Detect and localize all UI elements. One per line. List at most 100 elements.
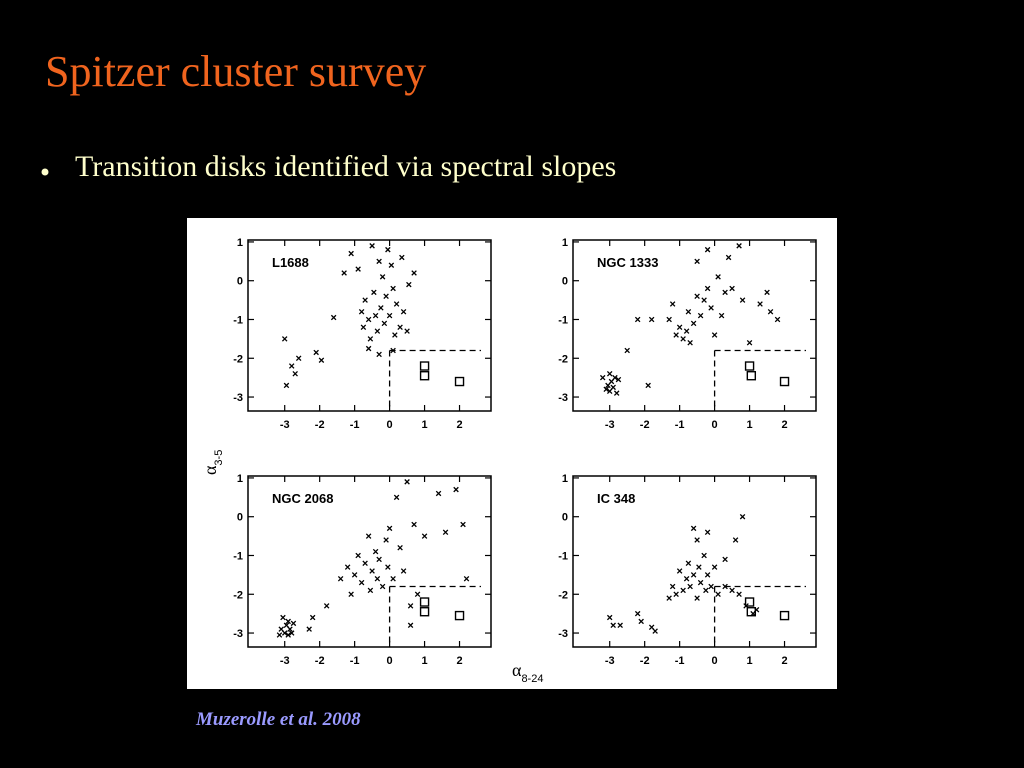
source-marker bbox=[281, 336, 288, 342]
source-marker bbox=[388, 262, 395, 268]
y-tick-label: -1 bbox=[233, 314, 243, 326]
source-marker bbox=[390, 575, 396, 582]
source-marker bbox=[371, 289, 377, 296]
source-marker bbox=[711, 564, 718, 570]
x-tick-label: -2 bbox=[315, 419, 325, 431]
transition-disk-marker bbox=[454, 610, 465, 621]
source-marker bbox=[367, 587, 374, 594]
panel-title: IC 348 bbox=[597, 491, 635, 506]
x-tick-label: 1 bbox=[422, 419, 428, 431]
source-marker bbox=[680, 587, 686, 594]
source-marker bbox=[683, 328, 690, 334]
source-marker bbox=[634, 610, 641, 617]
source-marker bbox=[285, 632, 291, 638]
source-marker bbox=[690, 320, 697, 327]
source-marker bbox=[323, 603, 330, 609]
source-marker bbox=[676, 324, 683, 331]
x-tick-label: 2 bbox=[456, 419, 462, 431]
source-marker bbox=[694, 258, 700, 265]
y-tick-label: -1 bbox=[233, 550, 243, 562]
source-marker bbox=[736, 591, 742, 598]
source-marker bbox=[666, 316, 672, 323]
source-marker bbox=[673, 591, 679, 598]
source-marker bbox=[757, 301, 763, 307]
source-marker bbox=[617, 622, 623, 629]
y-axis-label: α3-5 bbox=[200, 450, 225, 475]
source-marker bbox=[392, 332, 398, 338]
y-tick-label: -3 bbox=[558, 392, 568, 404]
y-tick-label: 0 bbox=[562, 512, 568, 524]
source-marker bbox=[369, 568, 375, 574]
plot-frame bbox=[572, 239, 817, 412]
source-marker bbox=[624, 347, 630, 354]
y-tick-label: 0 bbox=[237, 512, 243, 524]
y-tick-label: 1 bbox=[237, 473, 243, 485]
y-tick-label: 0 bbox=[562, 276, 568, 288]
source-marker bbox=[344, 564, 351, 570]
source-marker bbox=[341, 270, 347, 276]
source-marker bbox=[610, 622, 616, 629]
source-marker bbox=[360, 324, 367, 331]
x-tick-label: -1 bbox=[350, 419, 360, 431]
source-marker bbox=[385, 246, 391, 253]
x-tick-label: 2 bbox=[781, 655, 787, 667]
source-marker bbox=[435, 490, 442, 497]
source-marker bbox=[390, 347, 396, 354]
source-marker bbox=[358, 308, 365, 315]
source-marker bbox=[453, 486, 459, 493]
source-marker bbox=[406, 281, 412, 288]
source-marker bbox=[460, 521, 466, 528]
source-marker bbox=[276, 632, 283, 638]
x-tick-label: -1 bbox=[350, 655, 360, 667]
source-marker bbox=[348, 250, 354, 257]
y-tick-label: -2 bbox=[558, 353, 568, 365]
source-marker bbox=[365, 345, 372, 352]
panel-title: NGC 2068 bbox=[272, 491, 333, 506]
transition-disk-marker bbox=[419, 607, 430, 617]
x-tick-label: 2 bbox=[456, 655, 462, 667]
source-marker bbox=[739, 513, 746, 520]
source-marker bbox=[309, 614, 316, 621]
y-tick-label: -1 bbox=[558, 314, 568, 326]
x-tick-label: 1 bbox=[747, 419, 753, 431]
bullet-text: Transition disks identified via spectral… bbox=[75, 150, 616, 183]
source-marker bbox=[386, 312, 393, 319]
source-marker bbox=[379, 583, 386, 590]
source-marker bbox=[348, 591, 354, 598]
source-marker bbox=[687, 583, 693, 590]
source-marker bbox=[690, 572, 697, 578]
x-axis-symbol: α bbox=[512, 660, 522, 680]
source-marker bbox=[355, 266, 361, 272]
panel-title: L1688 bbox=[272, 255, 309, 270]
source-marker bbox=[704, 572, 711, 578]
source-marker bbox=[676, 568, 683, 574]
source-marker bbox=[285, 618, 291, 625]
source-marker bbox=[397, 544, 403, 551]
y-tick-label: -2 bbox=[233, 589, 243, 601]
x-tick-label: 0 bbox=[387, 419, 393, 431]
source-marker bbox=[318, 357, 325, 363]
source-marker bbox=[386, 525, 393, 532]
source-marker bbox=[683, 575, 690, 582]
source-marker bbox=[701, 297, 707, 303]
source-marker bbox=[634, 316, 641, 323]
source-marker bbox=[652, 628, 658, 634]
source-marker bbox=[374, 575, 381, 582]
y-tick-label: 1 bbox=[237, 237, 243, 249]
plot-frame bbox=[247, 475, 492, 648]
source-marker bbox=[365, 533, 372, 539]
source-marker bbox=[701, 552, 707, 559]
transition-disk-marker bbox=[779, 376, 790, 387]
source-marker bbox=[295, 355, 302, 362]
source-marker bbox=[729, 587, 735, 594]
source-marker bbox=[421, 533, 428, 539]
plot-frame bbox=[247, 239, 492, 412]
x-tick-label: -2 bbox=[640, 419, 650, 431]
source-marker bbox=[669, 583, 676, 590]
source-marker bbox=[645, 382, 651, 389]
source-marker bbox=[615, 376, 622, 383]
source-marker bbox=[283, 382, 290, 389]
x-axis-subscript: 8-24 bbox=[521, 673, 543, 685]
source-marker bbox=[722, 583, 728, 590]
